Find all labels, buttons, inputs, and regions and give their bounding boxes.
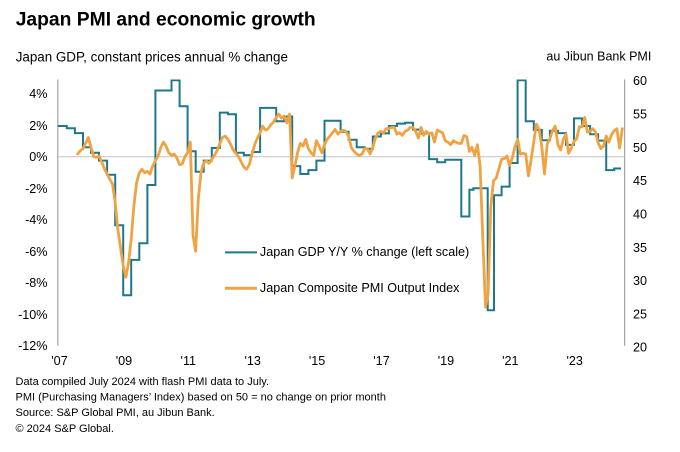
svg-text:50: 50 [633,141,647,155]
svg-text:55: 55 [633,108,647,122]
svg-text:'11: '11 [181,354,196,368]
svg-text:4%: 4% [29,87,47,101]
svg-text:Japan GDP Y/Y % change (left s: Japan GDP Y/Y % change (left scale) [260,245,469,259]
svg-text:Data compiled July 2024 with f: Data compiled July 2024 with flash PMI d… [16,376,270,388]
svg-text:© 2024 S&P Global.: © 2024 S&P Global. [16,423,114,435]
svg-text:0%: 0% [29,150,47,164]
svg-text:-12%: -12% [18,339,47,353]
svg-text:-8%: -8% [25,276,47,290]
svg-text:-2%: -2% [25,182,47,196]
svg-text:20: 20 [633,341,647,355]
svg-text:PMI (Purchasing Managers’ Inde: PMI (Purchasing Managers’ Index) based o… [16,392,386,404]
svg-text:'21: '21 [502,354,518,368]
svg-text:'17: '17 [373,354,389,368]
svg-text:2%: 2% [29,119,47,133]
svg-text:'07: '07 [51,354,67,368]
svg-text:'09: '09 [116,354,132,368]
svg-text:-6%: -6% [25,245,47,259]
svg-text:Source: S&P Global PMI, au Jib: Source: S&P Global PMI, au Jibun Bank. [16,407,215,419]
svg-text:Japan PMI and economic growth: Japan PMI and economic growth [16,9,316,30]
svg-text:-10%: -10% [18,308,47,322]
svg-text:60: 60 [633,74,647,88]
svg-text:'23: '23 [566,354,582,368]
svg-text:45: 45 [633,174,647,188]
svg-text:40: 40 [633,207,647,221]
svg-text:'19: '19 [438,354,454,368]
svg-text:-4%: -4% [25,213,47,227]
svg-text:Japan GDP, constant prices ann: Japan GDP, constant prices annual % chan… [16,49,288,64]
svg-text:25: 25 [633,307,647,321]
svg-text:au Jibun Bank PMI: au Jibun Bank PMI [546,49,651,63]
svg-text:30: 30 [633,274,647,288]
svg-text:'15: '15 [309,354,325,368]
svg-text:'13: '13 [244,354,260,368]
svg-text:35: 35 [633,241,647,255]
svg-text:Japan Composite PMI Output Ind: Japan Composite PMI Output Index [260,281,460,295]
